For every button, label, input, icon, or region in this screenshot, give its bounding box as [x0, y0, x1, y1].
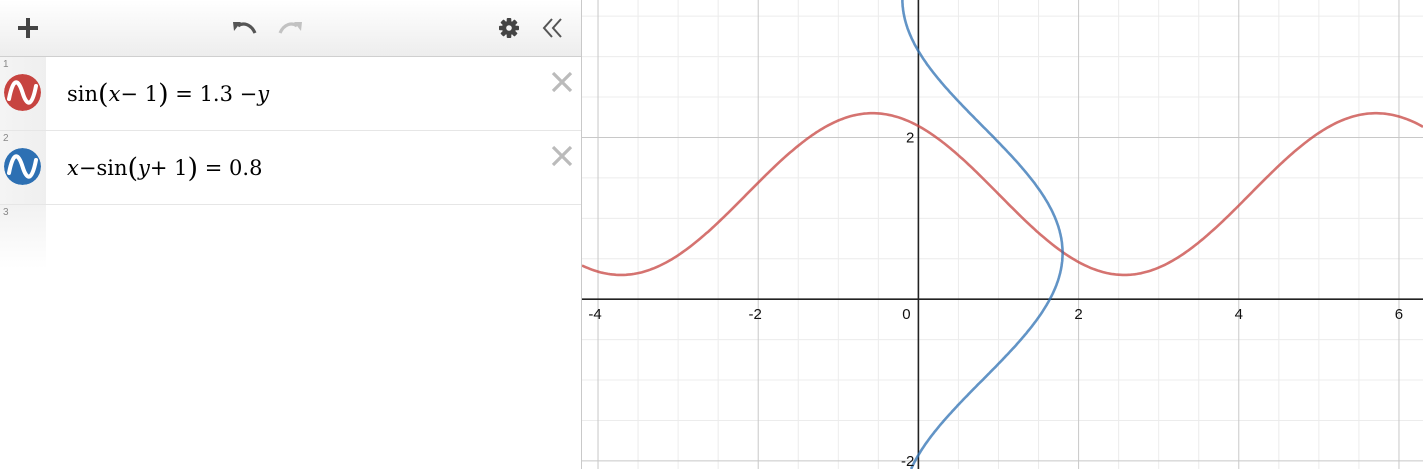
x-tick-label: -2: [749, 306, 762, 323]
x-tick-label: 6: [1395, 306, 1403, 323]
rhs-number: 1.3 −: [199, 81, 258, 106]
delete-expression-1-icon[interactable]: [547, 67, 577, 97]
redo-icon: [278, 22, 302, 34]
double-chevron-left-icon: [542, 18, 562, 38]
expression-index: 2: [3, 133, 9, 144]
y-tick-label: -2: [901, 453, 914, 469]
expression-panel: 1 sin(x − 1) = 1.3 − y 2: [0, 0, 582, 469]
expression-list: 1 sin(x − 1) = 1.3 − y 2: [0, 57, 582, 269]
minus-sign: −: [78, 155, 97, 180]
variable: x: [67, 155, 79, 180]
x-tick-label: -4: [588, 306, 601, 323]
redo-button[interactable]: [273, 0, 309, 56]
expression-gutter: 1: [0, 57, 46, 130]
expression-index: 1: [3, 59, 9, 70]
plus-icon: [18, 18, 38, 38]
expression-gutter: 2: [0, 131, 46, 204]
red-curve: [582, 111, 1423, 277]
operator-term: − 1: [120, 81, 159, 106]
x-tick-label: 0: [902, 306, 910, 323]
minor-grid: [582, 0, 1423, 469]
gear-icon: [499, 18, 519, 38]
variable: y: [138, 155, 150, 180]
expression-gutter: 3: [0, 205, 46, 269]
undo-button[interactable]: [226, 0, 262, 56]
major-grid: [582, 0, 1423, 469]
expression-index: 3: [3, 207, 9, 218]
graph-canvas[interactable]: -4 -2 0 2 4 6 2 -2: [582, 0, 1423, 469]
function-name: sin: [67, 81, 99, 106]
y-tick-label: 2: [906, 129, 914, 146]
variable: y: [257, 81, 270, 106]
undo-icon: [233, 22, 257, 34]
add-expression-button[interactable]: [10, 0, 46, 56]
graph-paper[interactable]: -4 -2 0 2 4 6 2 -2: [582, 0, 1423, 469]
expression-toolbar: [0, 0, 582, 57]
x-tick-label: 2: [1074, 306, 1082, 323]
variable: x: [108, 81, 121, 106]
blue-graph-wave-icon[interactable]: [4, 148, 41, 185]
new-expression-row[interactable]: 3: [0, 205, 582, 269]
delete-expression-2-icon[interactable]: [547, 141, 577, 171]
function-name: sin: [96, 155, 128, 180]
rhs-number: 0.8: [229, 155, 263, 180]
expression-row-1[interactable]: 1 sin(x − 1) = 1.3 − y: [0, 57, 582, 131]
expression-math[interactable]: x − sin(y + 1) = 0.8: [67, 152, 263, 184]
settings-button[interactable]: [492, 0, 526, 56]
operator-term: + 1: [149, 155, 188, 180]
expression-math[interactable]: sin(x − 1) = 1.3 − y: [67, 78, 270, 110]
collapse-panel-button[interactable]: [535, 0, 571, 56]
axes: [582, 0, 1423, 469]
tick-labels: -4 -2 0 2 4 6 2 -2: [588, 129, 1403, 469]
red-graph-wave-icon[interactable]: [4, 74, 41, 111]
curves: [582, 0, 1423, 469]
blue-curve: [901, 0, 1064, 469]
panel-divider[interactable]: [581, 0, 582, 469]
x-tick-label: 4: [1235, 306, 1243, 323]
expression-row-2[interactable]: 2 x − sin(y + 1) = 0.8: [0, 131, 582, 205]
